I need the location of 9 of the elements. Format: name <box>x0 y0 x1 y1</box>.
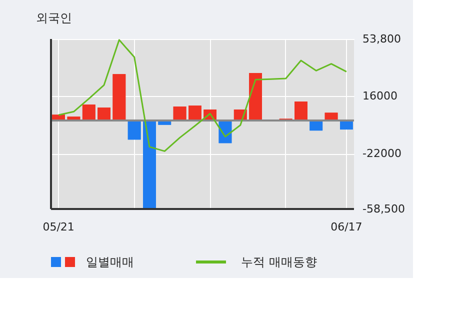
y-tick-label: 53,800 <box>362 32 401 46</box>
y-tick-label: 16000 <box>362 90 398 103</box>
y-tick-label: -58,500 <box>362 202 405 216</box>
legend-label: 누적 매매동향 <box>241 255 317 269</box>
chart-title: 외국인 <box>36 11 72 25</box>
x-tick-label: 06/17 <box>330 220 362 234</box>
legend-label: 일별매매 <box>86 255 134 269</box>
y-tick-label: -22000 <box>362 147 402 160</box>
x-tick-label: 05/21 <box>42 220 74 234</box>
